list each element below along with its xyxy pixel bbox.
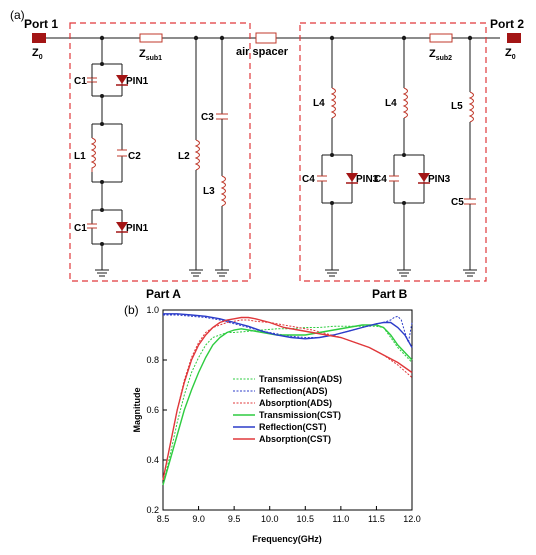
ground-icon <box>325 269 339 277</box>
capacitor-c5 <box>464 198 476 205</box>
ground-icon <box>95 269 109 277</box>
label-c3: C3 <box>201 112 214 123</box>
ground-icon <box>397 269 411 277</box>
branch-a1 <box>86 58 128 250</box>
y-tick-label: 0.4 <box>146 455 159 465</box>
inductor-l3 <box>220 175 226 207</box>
x-tick-label: 12.0 <box>403 514 421 524</box>
ground-icon <box>215 269 229 277</box>
label-pin3-b1: PIN3 <box>356 174 379 185</box>
inductor-l5 <box>468 91 474 123</box>
x-tick-label: 9.5 <box>228 514 241 524</box>
branch-b3 <box>464 38 476 270</box>
capacitor-c3 <box>216 113 228 120</box>
zsub2-impedance <box>429 33 453 43</box>
zsub2-label: Zsub2 <box>429 48 452 62</box>
legend-label: Absorption(ADS) <box>259 398 332 408</box>
y-tick-label: 0.6 <box>146 405 159 415</box>
label-l3: L3 <box>203 186 215 197</box>
junction-dots <box>99 35 473 41</box>
y-axis: 0.2 0.4 0.6 0.8 1.0 <box>146 305 167 515</box>
branch-a3 <box>216 38 228 270</box>
label-c4-b1: C4 <box>302 174 315 185</box>
part-a-box <box>69 22 251 282</box>
zsub1-impedance <box>139 33 163 43</box>
port1-terminal <box>32 33 46 43</box>
y-axis-label: Magnitude <box>132 388 142 433</box>
x-axis: 8.5 9.0 9.5 10.0 10.5 11.0 11.5 12.0 <box>157 506 421 524</box>
port1-label: Port 1 <box>24 17 58 31</box>
panel-label-a: (a) <box>10 8 25 22</box>
branch-a2 <box>194 38 200 270</box>
series-line <box>162 316 413 481</box>
series-line <box>162 324 413 486</box>
part-b-box <box>299 22 487 282</box>
legend-label: Reflection(ADS) <box>259 386 328 396</box>
x-tick-label: 10.0 <box>261 514 279 524</box>
label-l1: L1 <box>74 151 86 162</box>
branch-b1 <box>317 38 353 270</box>
z0-left-label: Z0 <box>32 47 43 61</box>
z0-right-label: Z0 <box>505 47 516 61</box>
series-line <box>163 313 413 348</box>
legend-label: Absorption(CST) <box>259 434 331 444</box>
pin-diode-pin1-bottom <box>116 222 128 233</box>
label-c1-top: C1 <box>74 76 87 87</box>
port2-label: Port 2 <box>490 17 524 31</box>
capacitor-c1-top <box>87 64 97 96</box>
label-l2: L2 <box>178 151 190 162</box>
x-tick-label: 11.5 <box>368 514 385 524</box>
ground-icon <box>189 269 203 277</box>
capacitor-c1-bottom <box>87 223 97 229</box>
label-c2: C2 <box>128 151 141 162</box>
ground-icon <box>463 269 477 277</box>
y-tick-label: 0.2 <box>146 505 159 515</box>
inductor-l4-b1 <box>330 87 336 119</box>
legend-label: Transmission(CST) <box>259 410 341 420</box>
branch-b2 <box>389 38 425 270</box>
air-spacer-element <box>255 32 277 44</box>
legend: Transmission(ADS) Reflection(ADS) Absorpti… <box>233 374 342 444</box>
port2-terminal <box>507 33 521 43</box>
series-lines <box>162 313 413 486</box>
inductor-l1 <box>90 137 96 172</box>
y-tick-label: 0.8 <box>146 355 159 365</box>
legend-label: Transmission(ADS) <box>259 374 342 384</box>
inductor-l4-b2 <box>402 87 408 119</box>
label-pin1-top: PIN1 <box>126 76 149 87</box>
pin-diode-pin3-b2 <box>418 173 430 184</box>
label-l4-b1: L4 <box>313 98 325 109</box>
capacitor-c4-b2 <box>389 175 399 182</box>
legend-label: Reflection(CST) <box>259 422 327 432</box>
air-spacer-label: air spacer <box>236 46 289 58</box>
circuit-diagram <box>40 22 500 282</box>
part-b-label: Part B <box>372 287 408 301</box>
zsub1-label: Zsub1 <box>139 48 162 62</box>
label-pin1-bottom: PIN1 <box>126 223 149 234</box>
series-line <box>162 325 413 486</box>
label-c1-bottom: C1 <box>74 223 87 234</box>
capacitor-c2 <box>117 149 127 157</box>
y-tick-label: 1.0 <box>146 305 159 315</box>
x-tick-label: 8.5 <box>157 514 170 524</box>
label-pin3-b2: PIN3 <box>428 174 451 185</box>
x-tick-label: 10.5 <box>297 514 315 524</box>
ground-symbols <box>95 269 477 277</box>
part-a-label: Part A <box>146 287 181 301</box>
label-c5: C5 <box>451 197 464 208</box>
x-tick-label: 9.0 <box>192 514 205 524</box>
label-c4-b2: C4 <box>374 174 387 185</box>
panel-label-b: (b) <box>124 303 139 317</box>
capacitor-c4-b1 <box>317 175 327 182</box>
pin-diode-pin1-top <box>116 75 128 86</box>
inductor-l2 <box>194 139 200 171</box>
pin-diode-pin3-b1 <box>346 173 358 184</box>
label-l5: L5 <box>451 101 463 112</box>
x-tick-label: 11.0 <box>332 514 349 524</box>
x-axis-label: Frequency(GHz) <box>252 534 322 544</box>
chart: (b) 0.2 0.4 0.6 0.8 1.0 8.5 9.0 9.5 10.0 10.5 11.… <box>124 303 421 544</box>
label-l4-b2: L4 <box>385 98 397 109</box>
